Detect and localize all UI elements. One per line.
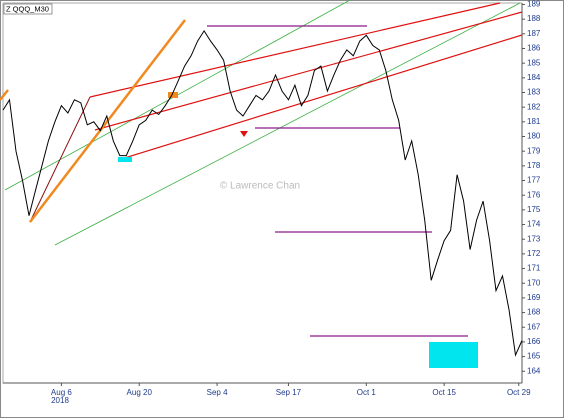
y-tick-label: 167 [527,322,541,331]
y-tick-label: 181 [527,117,541,126]
y-tick-label: 186 [527,44,541,53]
price-line [2,29,523,357]
x-tick-label: Oct 15 [432,388,456,397]
watermark: © Lawrence Chan [220,181,300,192]
trend-line [89,2,501,98]
y-tick-label: 179 [527,146,541,155]
y-tick-label: 175 [527,205,541,214]
x-tick-label: Oct 29 [507,388,531,397]
y-tick-label: 169 [527,293,541,302]
trend-line [94,11,523,131]
y-tick-label: 174 [527,220,541,229]
x-tick-label: Sep 4 [207,388,228,397]
x-tick-label: Aug 6 [51,388,72,397]
y-tick-label: 183 [527,88,541,97]
y-tick-label: 189 [527,0,541,9]
y-tick-label: 166 [527,337,541,346]
y-tick-label: 177 [527,176,541,185]
y-tick-label: 173 [527,234,541,243]
y-tick-label: 185 [527,58,541,67]
year-label: 2018 [51,396,69,405]
trend-line [117,34,523,161]
y-tick-label: 168 [527,308,541,317]
chart-title: Z QQQ_M30 [6,4,49,13]
y-tick-label: 176 [527,190,541,199]
x-tick-label: Oct 1 [357,388,377,397]
trend-line [29,96,91,223]
marker [118,157,132,162]
y-tick-label: 171 [527,264,541,273]
y-tick-label: 182 [527,102,541,111]
marker [168,92,178,98]
y-tick-label: 188 [527,14,541,23]
title-box [3,3,53,15]
y-tick-label: 172 [527,249,541,258]
target-box [429,342,478,368]
y-tick-label: 170 [527,278,541,287]
y-tick-label: 184 [527,73,541,82]
y-tick-label: 180 [527,132,541,141]
y-tick-label: 165 [527,352,541,361]
orange-line [29,19,186,223]
y-tick-label: 164 [527,366,541,375]
annotations [0,0,523,368]
channel-line [54,2,521,246]
arrow [240,131,248,137]
x-tick-label: Aug 20 [127,388,153,397]
y-tick-label: 187 [527,29,541,38]
y-tick-label: 178 [527,161,541,170]
x-tick-label: Sep 17 [276,388,302,397]
orange-line [0,89,9,101]
